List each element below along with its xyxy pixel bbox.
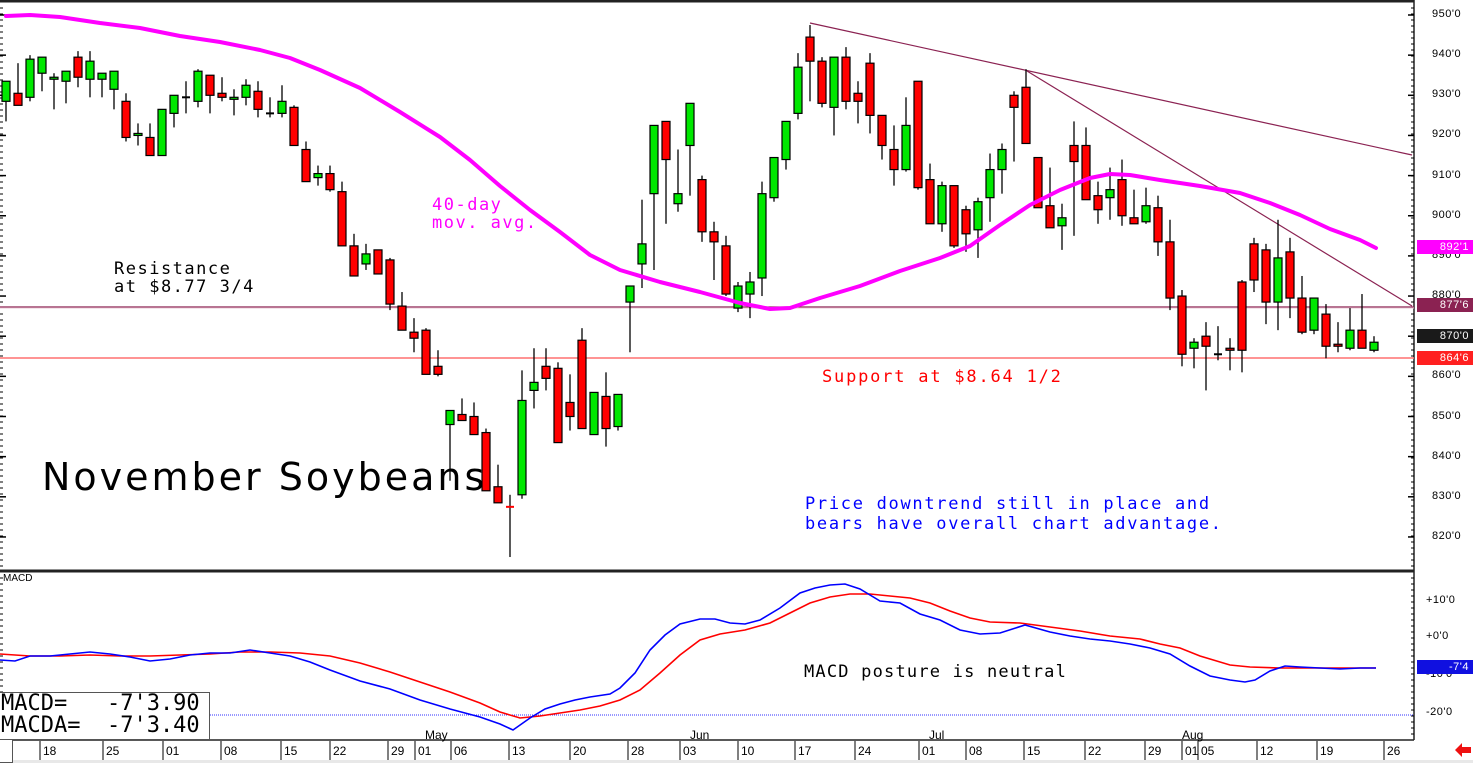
date-axis-tick: 03 bbox=[683, 744, 697, 758]
macda-readout: MACDA= -7'3.40 bbox=[1, 713, 200, 738]
date-axis-tick: 05 bbox=[1201, 744, 1215, 758]
right-axis-ticks bbox=[1408, 7, 1414, 735]
price-axis-tick: 910'0 bbox=[1432, 168, 1462, 181]
date-axis-tick: 15 bbox=[1027, 744, 1041, 758]
price-axis-tick: 950'0 bbox=[1432, 8, 1462, 20]
date-axis-tick: 26 bbox=[1387, 744, 1401, 758]
moving-average-line bbox=[4, 13, 1378, 311]
resistance-annotation-line2: at $8.77 3/4 bbox=[114, 277, 255, 297]
price-axis-tick: 840'0 bbox=[1432, 449, 1462, 462]
price-axis-tick: 850'0 bbox=[1432, 409, 1462, 422]
macd-badge: -7'4 bbox=[1417, 660, 1473, 674]
price-badge: 892'1 bbox=[1417, 240, 1473, 254]
date-axis-tick: 06 bbox=[454, 744, 468, 758]
ma-annotation-line1: 40-day bbox=[432, 195, 503, 215]
macd-axis-tick: +0'0 bbox=[1426, 630, 1449, 642]
date-axis-tick: 08 bbox=[969, 744, 983, 758]
month-axis-label: Jun bbox=[690, 728, 710, 742]
date-axis-tick: 12 bbox=[1260, 744, 1274, 758]
date-axis-tick: 13 bbox=[512, 744, 526, 758]
support-annotation: Support at $8.64 1/2 bbox=[822, 367, 1063, 387]
price-axis-tick: 920'0 bbox=[1432, 128, 1462, 141]
date-axis-tick: 22 bbox=[333, 744, 347, 758]
downtrend-annotation-line2: bears have overall chart advantage. bbox=[805, 514, 1223, 534]
candlestick-series bbox=[1, 25, 1379, 558]
date-axis-tick: 01 bbox=[418, 744, 432, 758]
resistance-annotation: Resistance at $8.77 3/4 bbox=[114, 260, 255, 296]
macd-readout-box: MACD= -7'3.90 MACDA= -7'3.40 bbox=[0, 692, 210, 740]
date-axis-tick: 28 bbox=[631, 744, 645, 758]
macd-axis-tick: +10'0 bbox=[1426, 594, 1456, 606]
price-badge: 864'6 bbox=[1417, 351, 1473, 365]
chart-title: November Soybeans bbox=[42, 455, 488, 499]
macd-lines bbox=[0, 583, 1376, 731]
price-axis-tick: 930'0 bbox=[1432, 88, 1462, 101]
date-axis-tick: 10 bbox=[741, 744, 755, 758]
date-axis-ticks bbox=[11, 741, 1385, 760]
month-axis-label: May bbox=[425, 728, 448, 742]
month-axis-label: Aug bbox=[1182, 728, 1204, 742]
date-axis-tick: 29 bbox=[391, 744, 405, 758]
date-axis-tick: 29 bbox=[1148, 744, 1162, 758]
price-axis-tick: 820'0 bbox=[1432, 529, 1462, 542]
macd-axis-tick: -20'0 bbox=[1426, 706, 1453, 718]
moving-average-annotation: 40-day mov. avg. bbox=[432, 196, 538, 232]
downtrend-annotation: Price downtrend still in place and bears … bbox=[805, 494, 1223, 534]
date-axis-tick: 01 bbox=[922, 744, 936, 758]
date-axis-tick: 24 bbox=[858, 744, 872, 758]
price-axis-tick: 900'0 bbox=[1432, 208, 1462, 221]
date-axis-tick: 25 bbox=[106, 744, 120, 758]
price-badge: 877'6 bbox=[1417, 298, 1473, 312]
downtrend-annotation-line1: Price downtrend still in place and bbox=[805, 494, 1211, 514]
date-axis-tick: 15 bbox=[284, 744, 298, 758]
date-axis-tick: 17 bbox=[798, 744, 812, 758]
date-axis-tick: 01 bbox=[1185, 744, 1199, 758]
date-axis-tick: 08 bbox=[224, 744, 238, 758]
back-arrow-icon[interactable] bbox=[1454, 741, 1472, 759]
date-axis-tick: 20 bbox=[573, 744, 587, 758]
date-axis-tick: 18 bbox=[43, 744, 57, 758]
price-axis-tick: 830'0 bbox=[1432, 489, 1462, 502]
date-axis-tick: 22 bbox=[1088, 744, 1102, 758]
macd-posture-annotation: MACD posture is neutral bbox=[804, 662, 1068, 682]
month-axis-label: Jul bbox=[929, 728, 945, 742]
date-axis-tick: 19 bbox=[1320, 744, 1334, 758]
resistance-annotation-line1: Resistance bbox=[114, 259, 232, 279]
ma-annotation-line2: mov. avg. bbox=[432, 213, 538, 233]
price-axis-tick: 940'0 bbox=[1432, 48, 1462, 61]
date-axis-tick: 01 bbox=[166, 744, 180, 758]
readout-box-tail bbox=[0, 739, 13, 763]
price-axis-tick: 860'0 bbox=[1432, 369, 1462, 382]
macd-panel-label: MACD bbox=[3, 573, 33, 584]
macd-readout: MACD= -7'3.90 bbox=[1, 691, 200, 716]
price-badge: 870'0 bbox=[1417, 329, 1473, 343]
